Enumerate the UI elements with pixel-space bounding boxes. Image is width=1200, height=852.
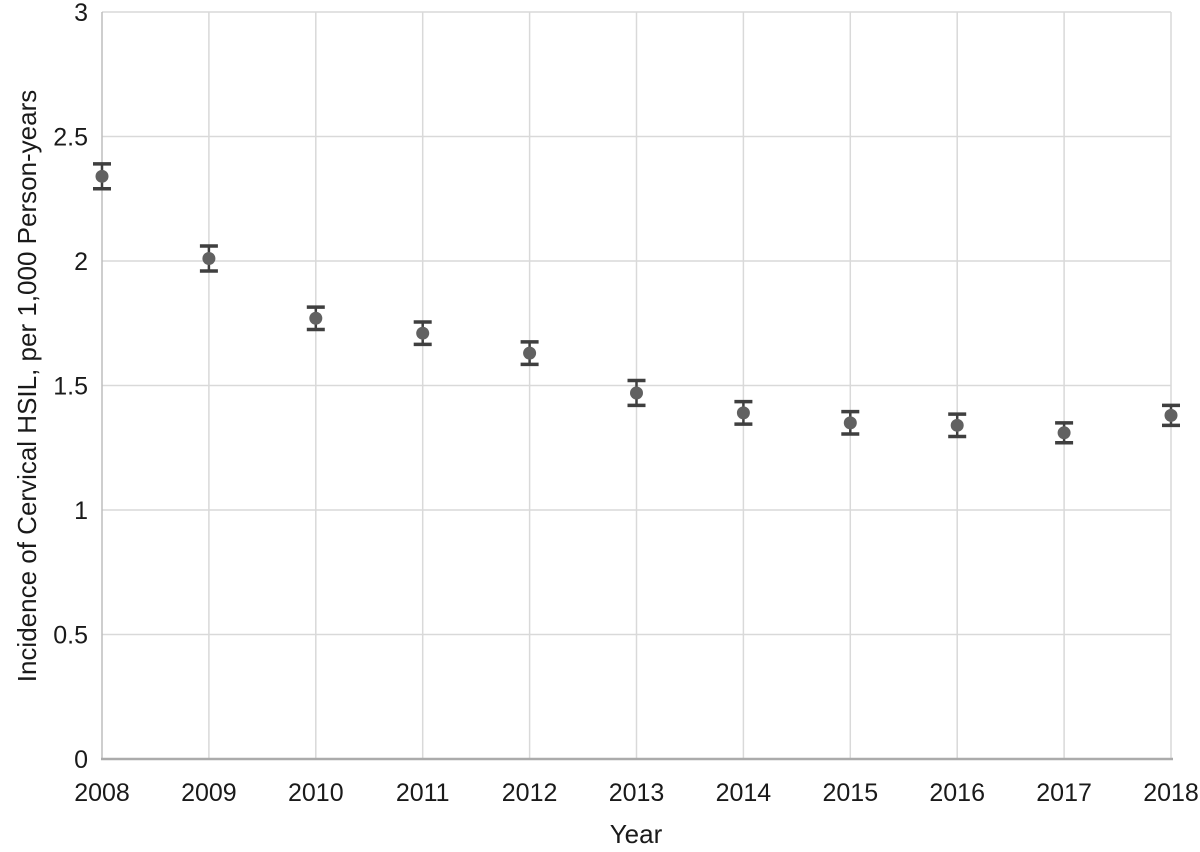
data-series	[93, 162, 1180, 445]
data-point-2017	[1057, 426, 1071, 440]
data-point-2012	[523, 346, 537, 360]
data-point-2013	[630, 386, 643, 400]
y-tick-label: 3	[74, 0, 88, 27]
x-tick-label: 2008	[74, 779, 130, 807]
data-point-2009	[202, 252, 216, 266]
x-axis-title: Year	[610, 819, 663, 849]
x-tick-label: 2016	[929, 779, 985, 807]
x-tick-label: 2017	[1036, 779, 1092, 807]
y-tick-label: 0	[74, 746, 88, 774]
x-tick-label: 2014	[716, 779, 772, 807]
y-axis-title: Incidence of Cervical HSIL, per 1,000 Pe…	[12, 90, 42, 683]
data-point-2015	[843, 416, 857, 430]
y-tick-label: 1.5	[53, 373, 88, 401]
gridlines	[101, 11, 1172, 759]
tick-labels: 0 0.5 1 1.5 2 2.5 3 2008 2009 2010 2011 2012 2013 201…	[53, 0, 1199, 807]
data-point-2008	[95, 169, 109, 183]
x-tick-label: 2009	[181, 779, 237, 807]
data-point-2014	[736, 406, 750, 420]
y-tick-label: 2	[74, 248, 88, 276]
data-point-2011	[416, 326, 430, 340]
x-tick-label: 2011	[396, 779, 450, 807]
data-point-2010	[309, 311, 323, 325]
data-point-2018	[1164, 408, 1178, 422]
x-tick-label: 2012	[502, 779, 558, 807]
x-tick-label: 2010	[288, 779, 344, 807]
data-point-2016	[950, 418, 964, 432]
x-tick-label: 2013	[609, 779, 665, 807]
y-tick-label: 0.5	[53, 622, 88, 650]
y-tick-label: 2.5	[53, 124, 88, 152]
x-tick-label: 2018	[1143, 779, 1199, 807]
x-tick-label: 2015	[822, 779, 878, 807]
y-tick-label: 1	[74, 497, 88, 525]
